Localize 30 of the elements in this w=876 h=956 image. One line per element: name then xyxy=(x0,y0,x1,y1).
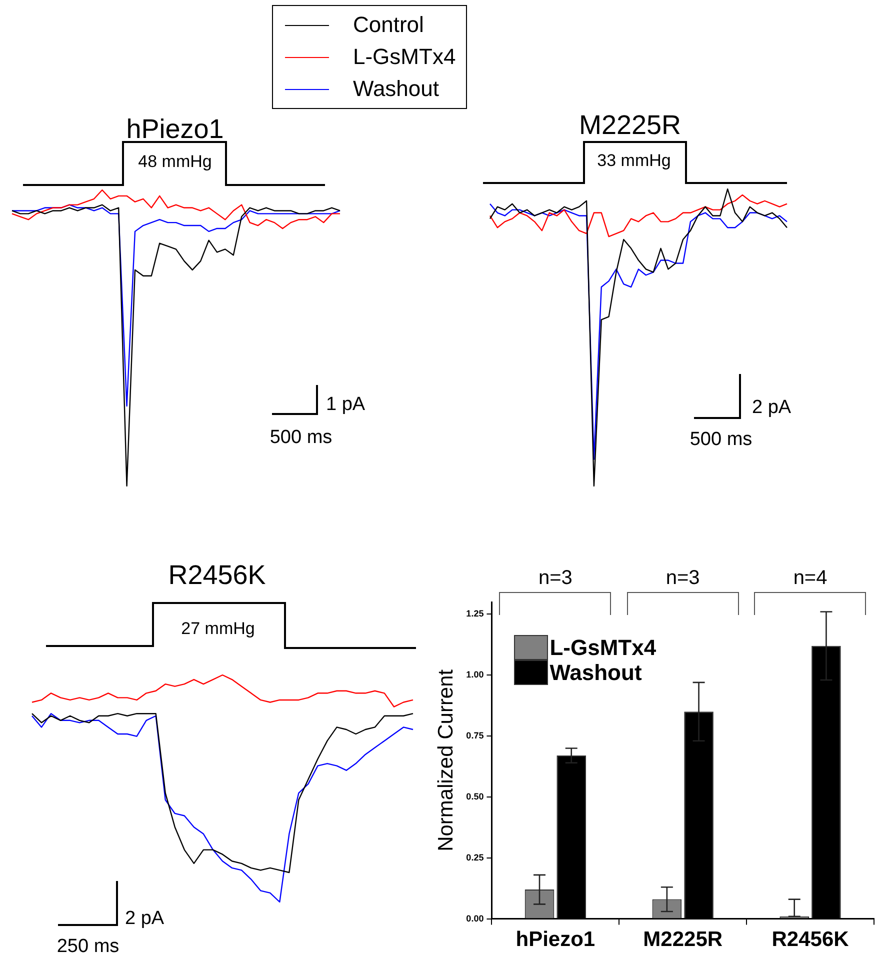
legend-label: L-GsMTx4 xyxy=(353,44,456,70)
y-tick-label: 1.00 xyxy=(466,670,484,680)
text: 250 ms xyxy=(56,935,120,956)
text: n=4 xyxy=(793,566,828,590)
chart-title: R2456K xyxy=(168,560,266,591)
annotation: 500 ms xyxy=(270,426,332,449)
text: 2 pA xyxy=(125,907,164,930)
legend-label: Control xyxy=(353,12,424,38)
y-tick-label: 0.50 xyxy=(466,791,484,802)
chart-title: hPiezo1 xyxy=(126,114,224,145)
x-tick-label: M2225R xyxy=(643,928,723,952)
legend-label: Washout xyxy=(353,76,440,102)
y-tick-label: 1.25 xyxy=(466,608,484,619)
text: 48 mmHg xyxy=(138,151,212,172)
legend-label: L-GsMTx4 xyxy=(550,634,656,660)
text: 27 mmHg xyxy=(181,618,255,639)
text: n=3 xyxy=(538,566,572,590)
text: n=3 xyxy=(666,566,700,590)
chart-title: M2225R xyxy=(578,110,682,141)
text: 33 mmHg xyxy=(597,150,671,171)
y-tick-label: 0.75 xyxy=(466,730,484,741)
annotation: 500 ms xyxy=(690,428,752,451)
x-tick-label: hPiezo1 xyxy=(516,928,596,952)
legend-label: Washout xyxy=(550,660,642,686)
y-tick-label: 0.25 xyxy=(466,852,484,862)
annotation: 1 pA xyxy=(326,393,366,416)
x-tick-label: R2456K xyxy=(772,928,849,952)
annotation: 2 pA xyxy=(752,396,792,419)
y-tick-label: 0.00 xyxy=(466,913,484,924)
y-axis-title: Normalized Current xyxy=(434,669,458,852)
